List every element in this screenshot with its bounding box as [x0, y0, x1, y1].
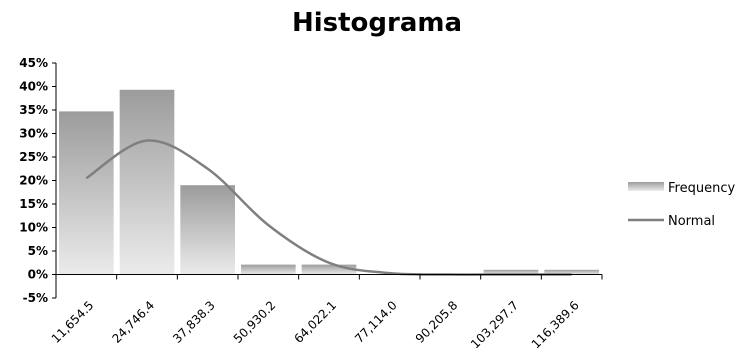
x-tick-label: 64,022.1	[291, 298, 339, 346]
y-tick-label: 15%	[19, 197, 48, 211]
frequency-bar	[301, 264, 357, 275]
x-tick-label: 103,297.7	[468, 298, 521, 348]
frequency-bar	[59, 111, 114, 275]
y-tick-label: 30%	[19, 127, 48, 141]
y-tick-label: 35%	[19, 103, 48, 117]
frequency-bar	[119, 89, 175, 275]
x-tick-label: 77,114.0	[352, 298, 400, 346]
y-tick-label: 40%	[19, 80, 48, 94]
legend-normal-label: Normal	[668, 214, 715, 229]
frequency-bar	[483, 269, 539, 275]
legend: Frequency Normal	[628, 181, 735, 229]
x-axis: 11,654.5 24,746.4 37,838.3 50,930.2 64,022.1…	[49, 274, 603, 348]
y-tick-label: 45%	[19, 56, 48, 70]
x-tick-label: 50,930.2	[231, 298, 279, 346]
x-tick-label: 37,838.3	[170, 298, 218, 346]
legend-frequency-swatch	[628, 182, 664, 191]
y-tick-label: 20%	[19, 174, 48, 188]
x-tick-label: 11,654.5	[49, 298, 97, 346]
frequency-bar	[241, 264, 296, 275]
frequency-bar	[180, 185, 235, 275]
y-tick-label: 25%	[19, 150, 48, 164]
x-tick-label: 24,746.4	[109, 298, 157, 346]
y-tick-label: 10%	[19, 221, 48, 235]
legend-frequency-label: Frequency	[668, 181, 735, 196]
y-tick-label: -5%	[23, 291, 48, 305]
chart-title: Histograma	[292, 8, 462, 38]
bars-group	[59, 89, 599, 275]
x-tick-label: 90,205.8	[413, 298, 461, 346]
x-tick-label: 116,389.6	[529, 298, 582, 348]
frequency-bar	[544, 269, 599, 275]
y-axis: -5% 0% 5% 10% 15% 20% 25% 30% 35% 40% 45%	[19, 56, 57, 305]
y-tick-label: 0%	[28, 268, 48, 282]
y-tick-label: 5%	[28, 244, 48, 258]
